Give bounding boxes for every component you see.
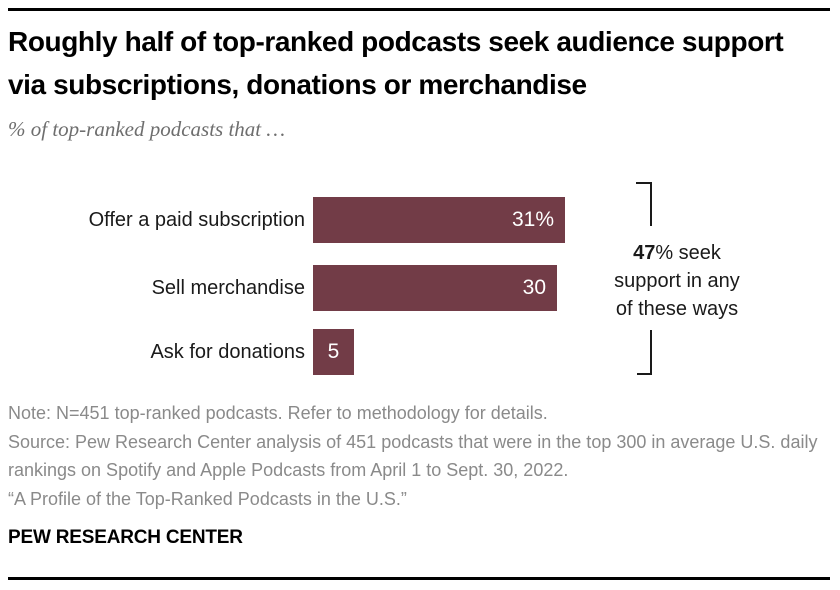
bar-paid-subscription: 31% xyxy=(313,197,565,243)
annotation-line3: of these ways xyxy=(615,298,739,320)
top-divider xyxy=(8,8,830,11)
bar-value-label: 30 xyxy=(522,276,546,299)
bar-category-label: Sell merchandise xyxy=(151,277,305,299)
bar-sell-merchandise: 30 xyxy=(313,265,557,311)
bar-chart: Offer a paid subscription 31% Sell merch… xyxy=(8,197,832,377)
annotation-bold-value: 47 xyxy=(633,242,656,264)
bar-row-paid-subscription: Offer a paid subscription 31% xyxy=(8,197,832,243)
report-quote-line: “A Profile of the Top-Ranked Podcasts in… xyxy=(8,488,407,509)
bracket-tick-bottom xyxy=(637,373,652,375)
source-line: Source: Pew Research Center analysis of … xyxy=(8,431,818,481)
bar-value-label: 5 xyxy=(327,340,340,363)
bar-row-sell-merchandise: Sell merchandise 30 xyxy=(8,265,832,311)
annotation-line2: support in any xyxy=(614,270,740,292)
bar-category-label: Offer a paid subscription xyxy=(88,209,305,231)
bar-value-label: 31% xyxy=(511,208,554,231)
bracket-vertical-bottom xyxy=(650,330,652,375)
bracket-tick-top xyxy=(636,182,652,184)
bottom-divider xyxy=(8,577,830,580)
bar-ask-donations: 5 xyxy=(313,329,354,375)
bar-row-ask-donations: Ask for donations 5 xyxy=(8,329,832,375)
pew-research-center-logo: PEW RESEARCH CENTER xyxy=(8,527,243,548)
chart-title: Roughly half of top-ranked podcasts seek… xyxy=(8,26,784,100)
footnotes: Note: N=451 top-ranked podcasts. Refer t… xyxy=(8,399,826,513)
bar-category-label: Ask for donations xyxy=(150,341,305,363)
chart-subtitle: % of top-ranked podcasts that … xyxy=(8,117,286,141)
note-line: Note: N=451 top-ranked podcasts. Refer t… xyxy=(8,403,548,423)
bracket-vertical-top xyxy=(650,182,652,226)
annotation-line1-rest: % seek xyxy=(655,242,721,264)
summary-annotation: 47% seek support in any of these ways xyxy=(585,239,769,323)
